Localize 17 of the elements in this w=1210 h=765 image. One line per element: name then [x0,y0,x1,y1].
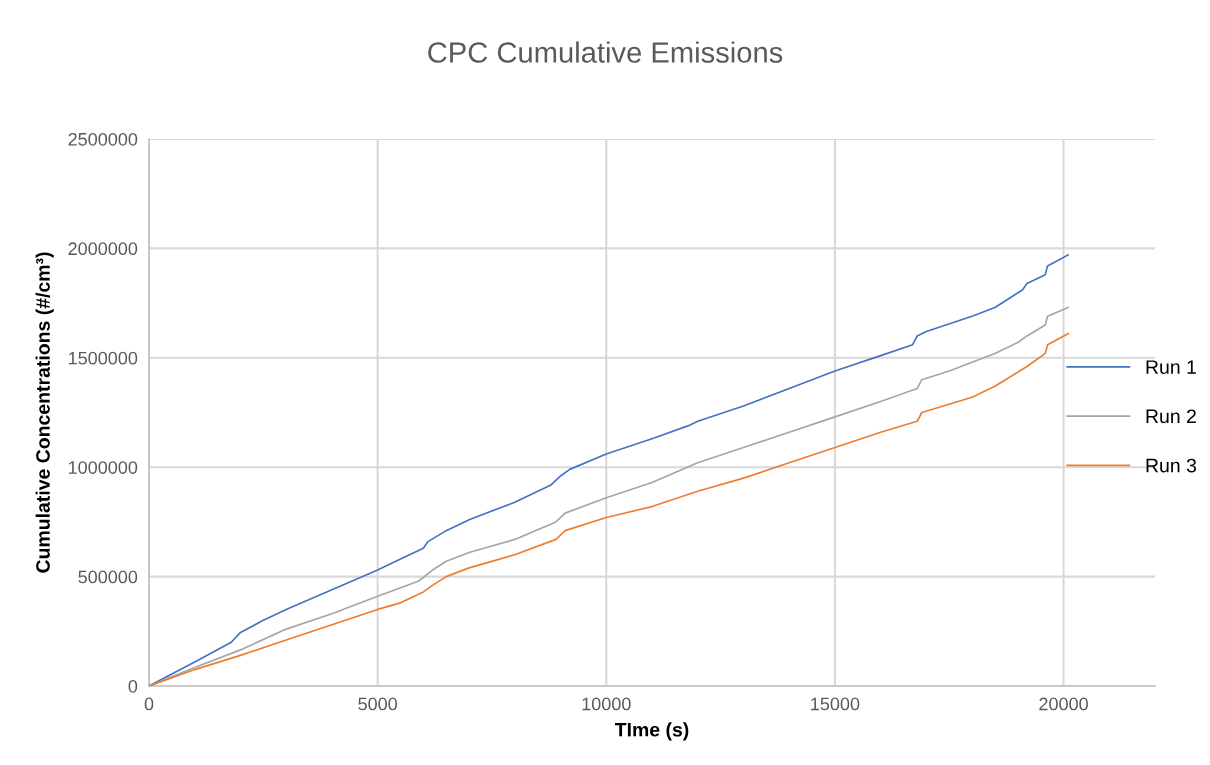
chart-title: CPC Cumulative Emissions [428,41,783,63]
x-tick-label: 15000 [811,697,860,711]
x-tick-label: 5000 [358,697,398,711]
y-tick-label: 0 [128,679,138,693]
y-tick-label: 500000 [78,570,138,584]
legend-label: Run 3 [1146,458,1197,473]
y-tick-label: 2500000 [68,132,138,146]
x-tick-label: 20000 [1039,697,1088,711]
y-tick-label: 2000000 [68,242,138,256]
legend-label: Run 2 [1146,409,1196,424]
x-tick-label: 0 [144,697,154,711]
x-tick-label: 10000 [582,697,631,711]
y-tick-label: 1500000 [68,351,138,365]
x-axis-title: TIme (s) [614,722,689,741]
y-tick-label: 1000000 [68,461,138,474]
legend-label: Run 1 [1146,360,1196,374]
y-axis-title: Cumulative Concentrations (#/cm³) [35,252,54,573]
